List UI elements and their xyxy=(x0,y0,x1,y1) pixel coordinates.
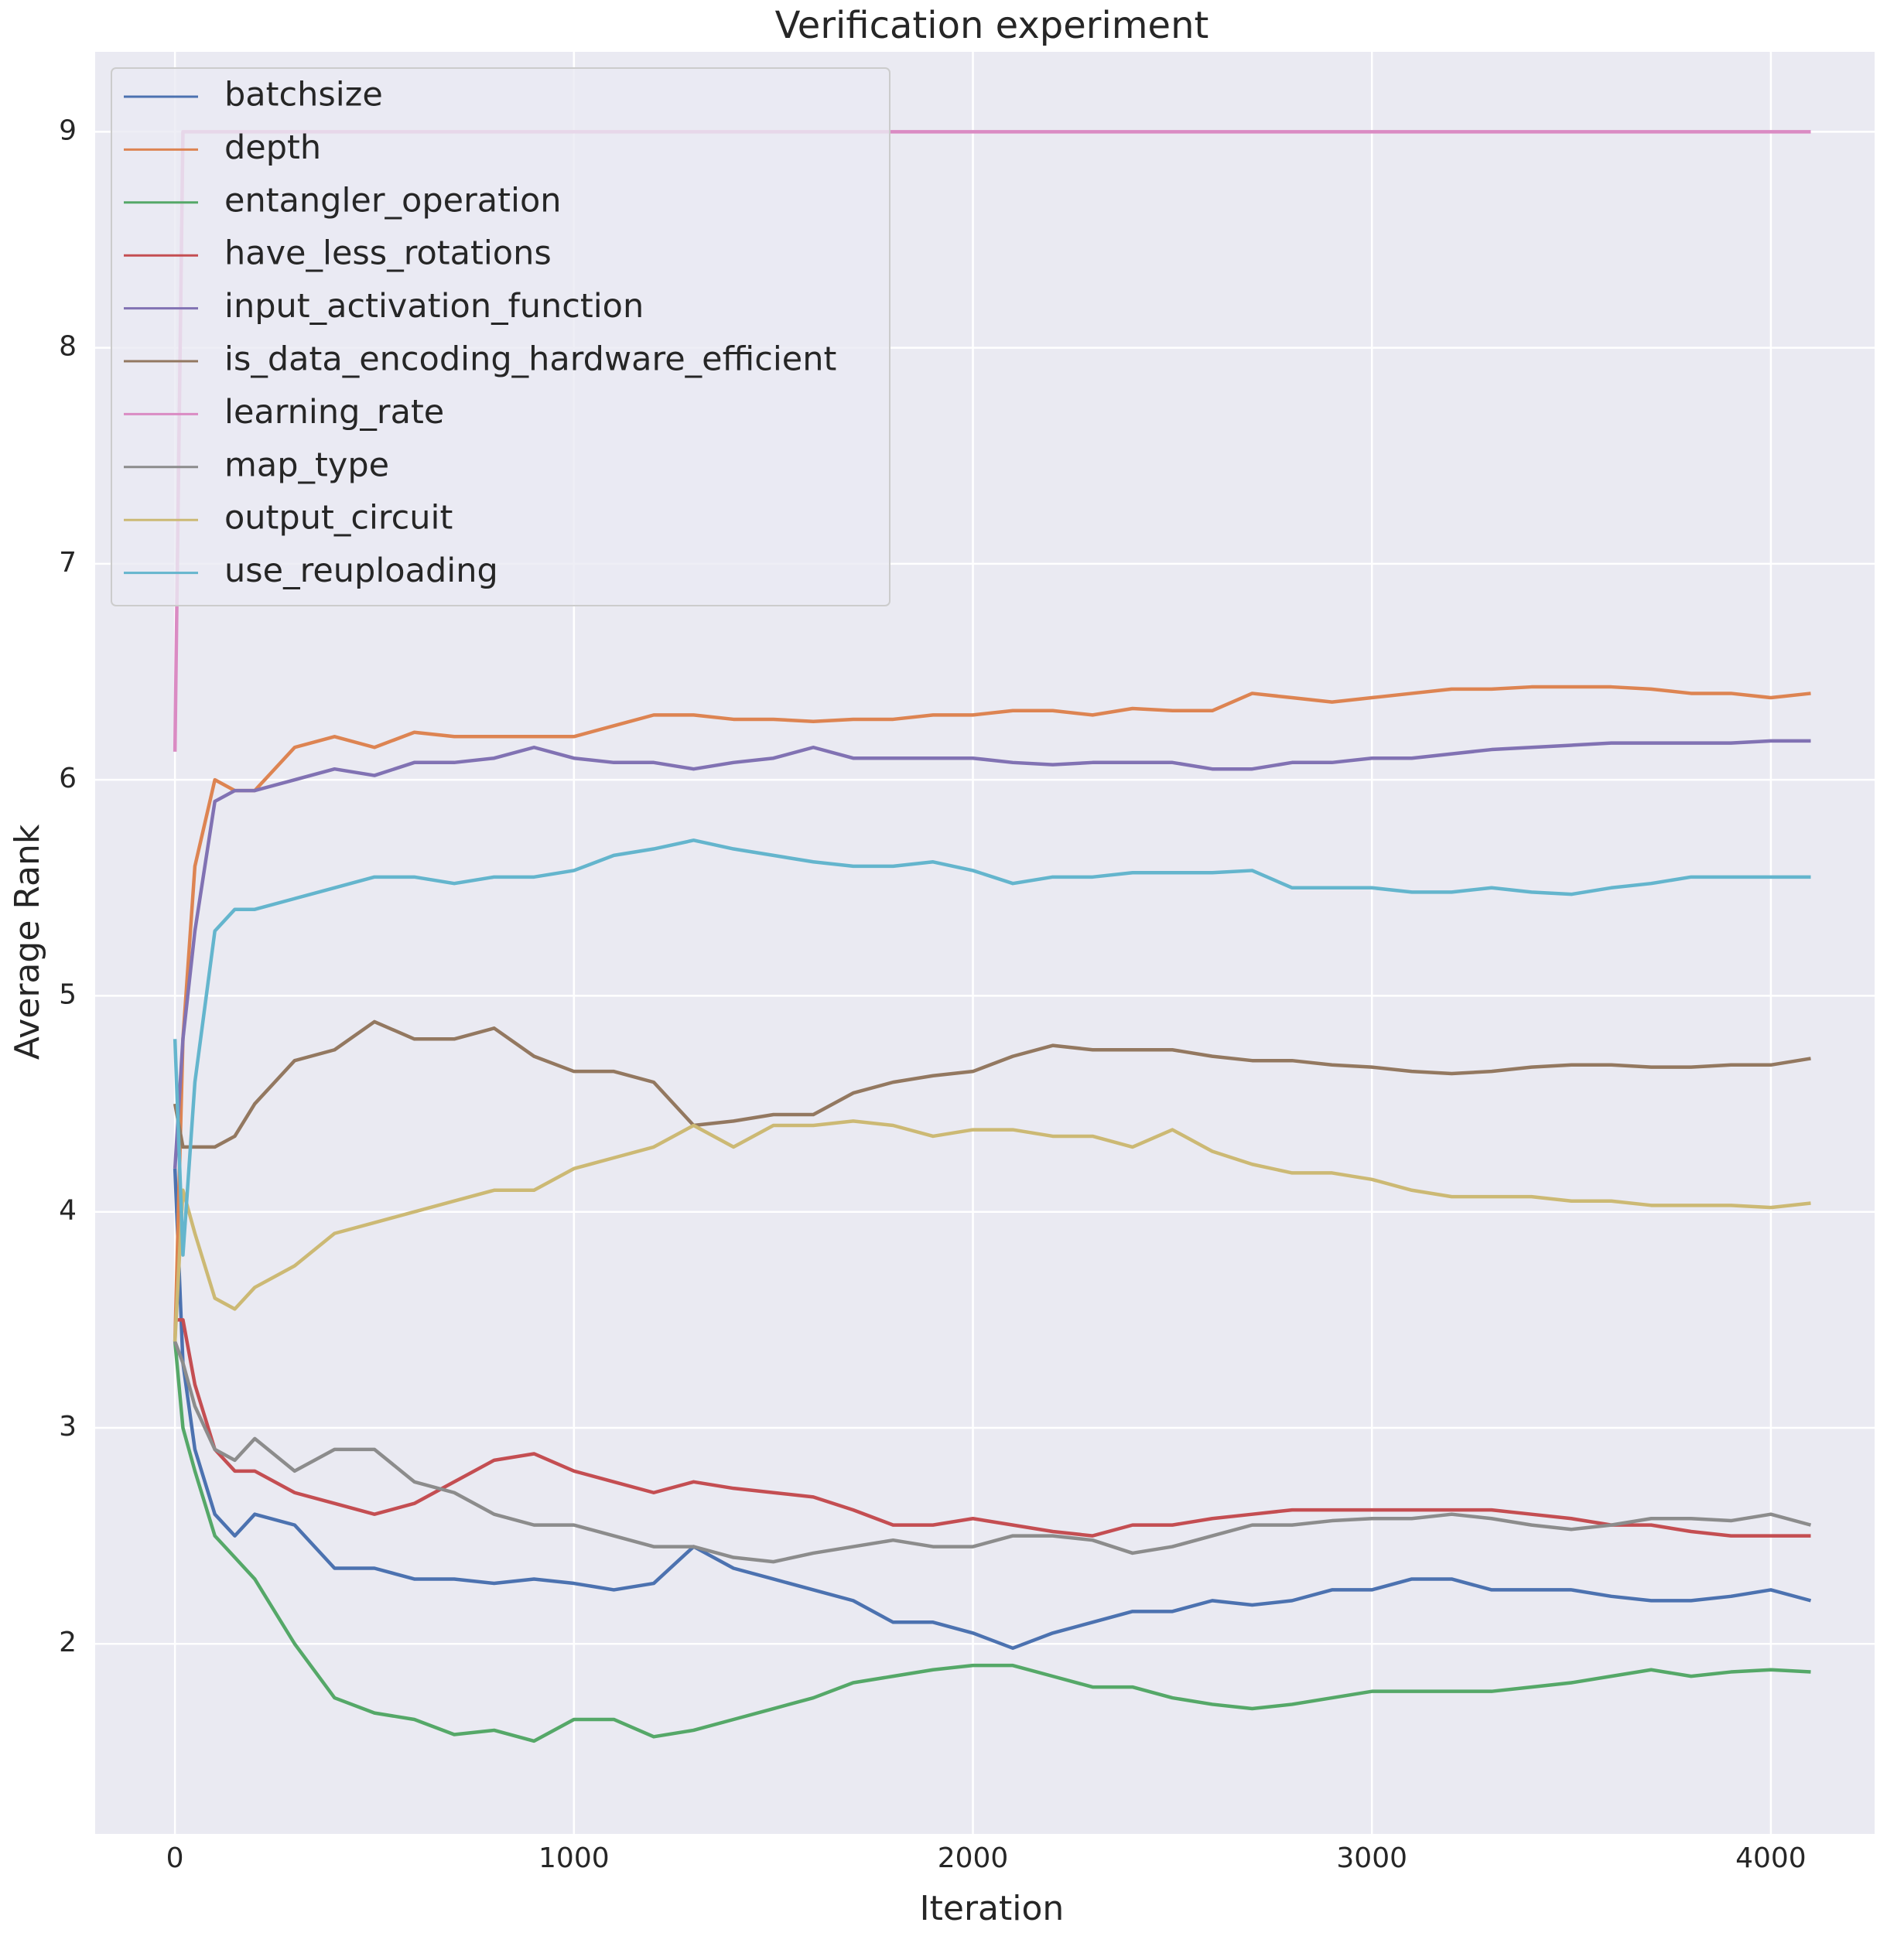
y-tick-label: 8 xyxy=(59,331,77,363)
series-line xyxy=(173,1341,1811,1743)
legend-label: depth xyxy=(224,128,321,167)
legend-label: use_reuploading xyxy=(224,551,498,590)
legend-label: entangler_operation xyxy=(224,181,562,220)
y-tick-label: 9 xyxy=(59,114,77,146)
series-line xyxy=(173,1119,1811,1342)
legend-box xyxy=(111,67,890,606)
y-tick-label: 4 xyxy=(59,1195,77,1227)
y-tick-label: 7 xyxy=(59,547,77,579)
y-tick-label: 3 xyxy=(59,1411,77,1443)
y-tick-label: 6 xyxy=(59,763,77,794)
series-line xyxy=(173,838,1811,1257)
series-line xyxy=(173,685,1811,1342)
x-tick-label: 3000 xyxy=(1336,1842,1407,1874)
lines xyxy=(173,130,1812,1743)
x-tick-label: 0 xyxy=(166,1842,184,1874)
x-axis-label: Iteration xyxy=(920,1889,1065,1928)
y-tick-label: 5 xyxy=(59,978,77,1010)
x-tick-label: 2000 xyxy=(938,1842,1009,1874)
series-line xyxy=(173,1168,1812,1651)
legend-label: input_activation_function xyxy=(224,287,644,326)
legend-label: output_circuit xyxy=(224,499,453,538)
series-line xyxy=(173,739,1811,1169)
y-axis-label: Average Rank xyxy=(8,824,47,1060)
series-line xyxy=(173,1019,1811,1149)
x-tick-label: 1000 xyxy=(538,1842,610,1874)
legend: batchsize depth entangler_operation have_le… xyxy=(111,67,890,606)
series-line xyxy=(173,1340,1812,1564)
legend-label: map_type xyxy=(224,446,389,484)
legend-label: have_less_rotations xyxy=(224,234,552,273)
legend-label: is_data_encoding_hardware_efficient xyxy=(224,340,836,379)
series-line xyxy=(175,1318,1811,1538)
y-tick-label: 2 xyxy=(59,1627,77,1658)
x-tick-label: 4000 xyxy=(1735,1842,1807,1874)
legend-label: learning_rate xyxy=(224,393,444,432)
legend-label: batchsize xyxy=(224,76,383,114)
chart-title: Verification experiment xyxy=(775,4,1209,47)
